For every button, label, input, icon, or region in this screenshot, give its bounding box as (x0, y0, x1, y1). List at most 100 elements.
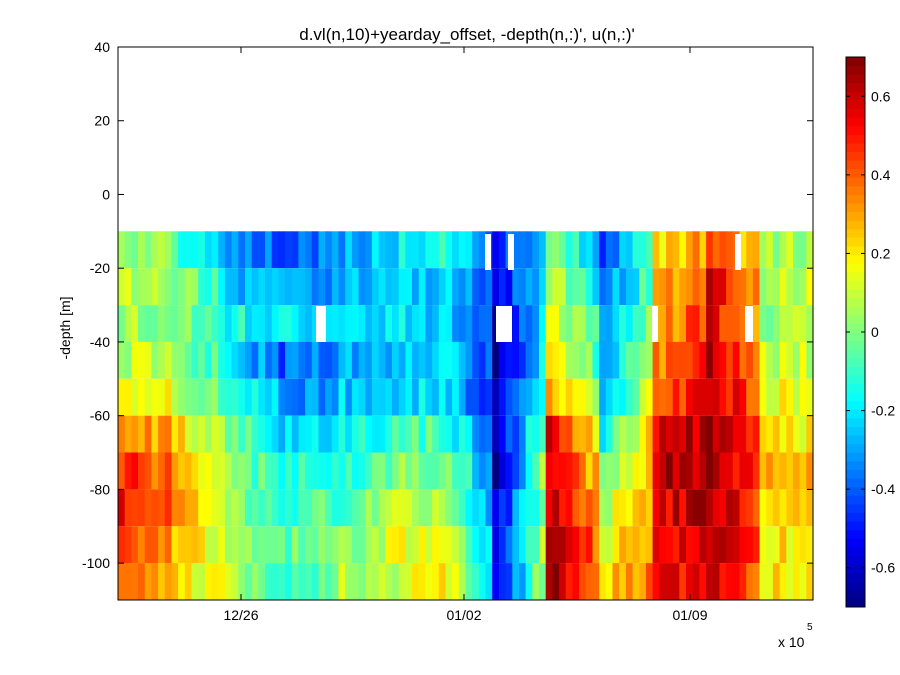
colorbar-step (846, 194, 865, 204)
heatmap-cell (666, 231, 674, 269)
heatmap-cell (198, 231, 206, 269)
heatmap-cell (779, 415, 787, 453)
heatmap-cell (405, 452, 413, 490)
heatmap-cell (779, 341, 787, 379)
heatmap-cell (639, 415, 647, 453)
heatmap-cell (539, 489, 547, 527)
colorbar-step (846, 555, 865, 565)
colorbar-step (846, 529, 865, 539)
heatmap-cell (793, 415, 801, 453)
heatmap-cell (438, 489, 447, 527)
heatmap-cell (692, 268, 700, 306)
heatmap-cell (532, 378, 540, 416)
heatmap-cell (726, 268, 734, 306)
heatmap-cell (672, 489, 680, 527)
heatmap-cell (512, 415, 520, 453)
heatmap-cell (271, 489, 279, 527)
heatmap-cell (472, 452, 480, 490)
heatmap-cell (325, 231, 333, 269)
heatmap-cell (418, 415, 426, 453)
heatmap-cell (699, 452, 707, 490)
heatmap-cell (599, 415, 607, 453)
heatmap-cell (432, 378, 440, 416)
heatmap-cell (645, 305, 654, 342)
heatmap-cell (779, 452, 787, 490)
heatmap-cell (291, 526, 300, 564)
heatmap-cell (592, 305, 600, 342)
heatmap-cell (311, 489, 320, 527)
heatmap-cell (392, 415, 400, 453)
heatmap-cell (719, 378, 727, 416)
heatmap-cell (331, 489, 340, 527)
heatmap-cell (164, 341, 173, 379)
heatmap-cell (425, 341, 433, 379)
heatmap-cell (505, 378, 513, 416)
heatmap-cell (144, 415, 152, 453)
heatmap-cell (412, 489, 420, 527)
heatmap-cell (191, 415, 199, 453)
heatmap-cell (418, 378, 426, 416)
heatmap-cell (712, 563, 721, 600)
heatmap-cell (786, 526, 794, 564)
heatmap-cell (178, 526, 186, 564)
heatmap-cell (271, 341, 279, 379)
heatmap-cell (118, 526, 126, 564)
x-exponent-base: x 10 (778, 634, 805, 650)
heatmap-cell (579, 305, 587, 342)
colorbar-step (846, 228, 865, 238)
heatmap-cell (465, 231, 473, 269)
heatmap-cell (552, 378, 560, 416)
heatmap-cell (138, 305, 146, 342)
heatmap-cell (759, 305, 767, 342)
heatmap-cell (218, 489, 226, 527)
heatmap-cell (331, 452, 340, 490)
heatmap-cell (739, 231, 747, 269)
heatmap-cell (425, 563, 433, 600)
heatmap-cell (278, 305, 286, 342)
heatmap-cell (258, 526, 266, 564)
heatmap-cell (298, 452, 306, 490)
heatmap-cell (759, 489, 767, 527)
heatmap-cell (171, 563, 179, 600)
heatmap-cell (485, 305, 493, 342)
heatmap-cell (305, 415, 313, 453)
heatmap-cell (385, 305, 393, 342)
heatmap-cell (425, 526, 433, 564)
colorbar-step (846, 512, 865, 522)
heatmap-cell (759, 268, 767, 306)
heatmap-cell (559, 268, 567, 306)
heatmap-cell (772, 305, 781, 342)
heatmap-cell (799, 526, 807, 564)
heatmap-cell (351, 563, 360, 600)
heatmap-cell (291, 378, 300, 416)
heatmap-cell (699, 378, 707, 416)
heatmap-cell (445, 489, 453, 527)
heatmap-cell (505, 341, 513, 379)
heatmap-cell (432, 268, 440, 306)
heatmap-cell (559, 489, 567, 527)
heatmap-cell (204, 268, 213, 306)
heatmap-cell (752, 305, 761, 342)
heatmap-cell (692, 341, 700, 379)
heatmap-cell (719, 341, 727, 379)
heatmap-cell (659, 268, 667, 306)
heatmap-cell (458, 526, 467, 564)
heatmap-cell (786, 268, 794, 306)
x-tick-label: 01/09 (672, 607, 707, 623)
heatmap-cell (171, 231, 179, 269)
colorbar-step (846, 589, 865, 599)
heatmap-cell (686, 305, 694, 342)
heatmap-cell (392, 452, 400, 490)
heatmap-cell (258, 563, 266, 600)
heatmap-cell (118, 231, 126, 269)
heatmap-cell (746, 341, 754, 379)
heatmap-cell (378, 452, 386, 490)
heatmap-cell (739, 268, 747, 306)
heatmap-cell (151, 489, 159, 527)
heatmap-cell (686, 452, 694, 490)
heatmap-cell (793, 563, 801, 600)
heatmap-cell (311, 452, 320, 490)
heatmap-cell (191, 231, 199, 269)
heatmap-cell (358, 415, 366, 453)
heatmap-cell (712, 378, 721, 416)
